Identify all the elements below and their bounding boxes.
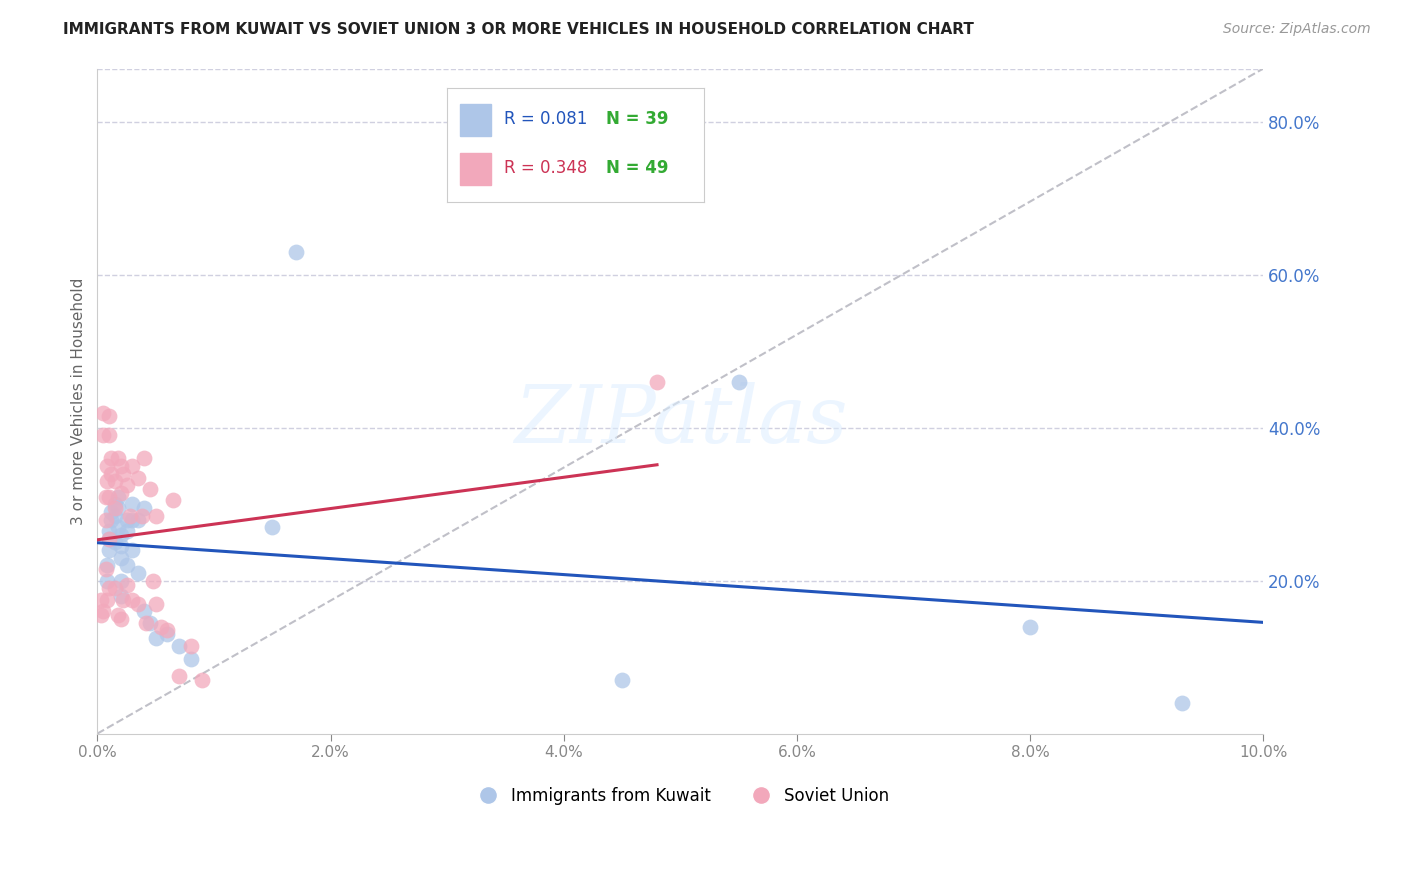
Text: Source: ZipAtlas.com: Source: ZipAtlas.com: [1223, 22, 1371, 37]
Point: [110, 539, 132, 553]
Point: [98, 524, 121, 538]
Point: [107, 451, 129, 466]
Point: [115, 524, 138, 538]
Point: [191, 673, 214, 687]
Point: [104, 535, 127, 549]
Point: [727, 375, 749, 389]
Point: [127, 512, 149, 526]
Point: [104, 508, 127, 523]
Point: [94, 490, 117, 504]
Point: [91, 405, 114, 419]
Point: [180, 651, 202, 665]
Point: [121, 458, 143, 473]
Point: [110, 550, 132, 565]
Point: [156, 624, 179, 638]
Point: [98, 532, 121, 546]
Point: [145, 631, 167, 645]
Point: [110, 485, 132, 500]
Point: [107, 608, 129, 623]
Point: [96, 558, 118, 573]
Point: [610, 673, 633, 687]
Point: [96, 574, 118, 588]
Point: [135, 615, 157, 630]
Point: [121, 592, 143, 607]
Point: [127, 470, 149, 484]
Point: [94, 562, 117, 576]
Point: [100, 451, 122, 466]
Point: [132, 451, 155, 466]
Point: [118, 508, 141, 523]
Point: [107, 501, 129, 516]
Point: [115, 558, 138, 573]
Point: [110, 458, 132, 473]
Legend: Immigrants from Kuwait, Soviet Union: Immigrants from Kuwait, Soviet Union: [464, 780, 896, 812]
Point: [150, 619, 173, 633]
Point: [91, 428, 114, 442]
Point: [104, 501, 127, 516]
Point: [121, 512, 143, 526]
Point: [100, 512, 122, 526]
Point: [104, 582, 127, 596]
Point: [132, 501, 155, 516]
Point: [110, 528, 132, 542]
Point: [142, 574, 165, 588]
Point: [145, 597, 167, 611]
Point: [111, 467, 134, 481]
Point: [284, 245, 307, 260]
Point: [1019, 619, 1042, 633]
Point: [104, 475, 127, 489]
Point: [1170, 696, 1192, 710]
Point: [104, 497, 127, 511]
Point: [107, 490, 129, 504]
Y-axis label: 3 or more Vehicles in Household: 3 or more Vehicles in Household: [72, 277, 86, 524]
Point: [96, 458, 118, 473]
Point: [111, 592, 134, 607]
Point: [100, 505, 122, 519]
Point: [145, 508, 167, 523]
Point: [98, 532, 121, 546]
Text: IMMIGRANTS FROM KUWAIT VS SOVIET UNION 3 OR MORE VEHICLES IN HOUSEHOLD CORRELATI: IMMIGRANTS FROM KUWAIT VS SOVIET UNION 3…: [63, 22, 974, 37]
Point: [131, 508, 153, 523]
Point: [180, 639, 202, 653]
Point: [90, 592, 112, 607]
Point: [121, 543, 143, 558]
Point: [98, 582, 121, 596]
Point: [98, 490, 121, 504]
Point: [96, 475, 118, 489]
Point: [98, 428, 121, 442]
Point: [107, 520, 129, 534]
Point: [115, 512, 138, 526]
Point: [162, 493, 184, 508]
Point: [167, 669, 190, 683]
Point: [132, 604, 155, 618]
Point: [91, 604, 114, 618]
Point: [167, 639, 190, 653]
Point: [115, 478, 138, 492]
Point: [110, 589, 132, 603]
Point: [100, 467, 122, 481]
Point: [127, 597, 149, 611]
Point: [90, 608, 112, 623]
Text: ZIPatlas: ZIPatlas: [513, 383, 846, 459]
Point: [110, 612, 132, 626]
Point: [98, 543, 121, 558]
Point: [110, 574, 132, 588]
Point: [139, 615, 162, 630]
Point: [645, 375, 668, 389]
Point: [262, 520, 284, 534]
Point: [98, 409, 121, 424]
Point: [115, 577, 138, 591]
Point: [139, 482, 162, 496]
Point: [96, 592, 118, 607]
Point: [94, 512, 117, 526]
Point: [121, 497, 143, 511]
Point: [156, 627, 179, 641]
Point: [127, 566, 149, 580]
